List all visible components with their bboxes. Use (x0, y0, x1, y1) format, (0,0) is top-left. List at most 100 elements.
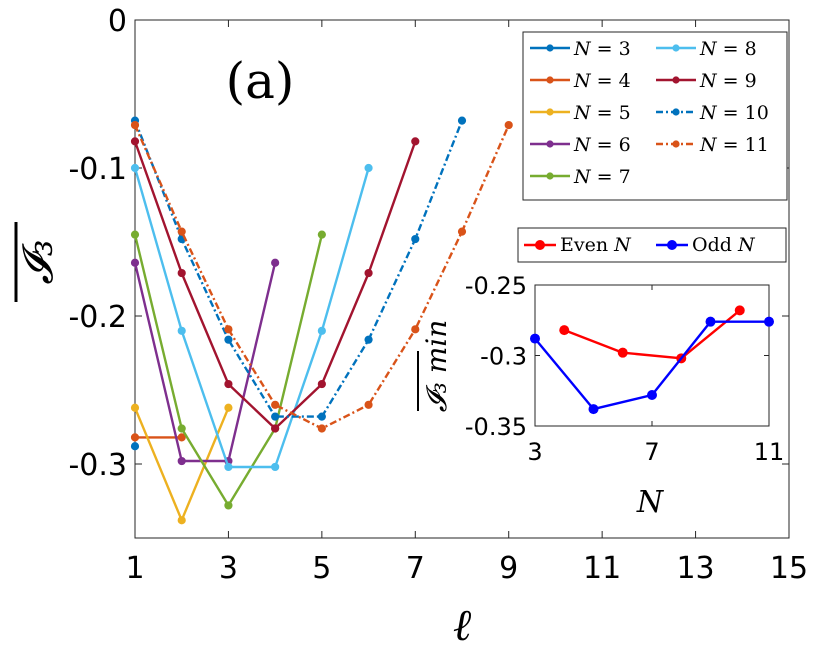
main-y-axis-label: 𝓘₃ (13, 222, 62, 302)
data-point (177, 227, 186, 236)
inset-data-point (559, 325, 570, 336)
data-point (130, 230, 140, 239)
inset-x-tick-label: 3 (527, 438, 542, 466)
legend-label: N = 3 (573, 38, 631, 60)
legend-label: N = 8 (699, 38, 757, 60)
data-point (177, 424, 186, 433)
inset-legend-box (517, 227, 787, 263)
x-tick-label: 3 (219, 551, 238, 586)
inset-legend-label: Odd N (692, 234, 756, 256)
data-point (130, 120, 140, 130)
inset-x-tick-label: 11 (754, 438, 785, 466)
inset-data-point (617, 347, 628, 358)
inset-data-point (705, 316, 716, 327)
x-tick-label: 7 (406, 551, 425, 586)
data-point (411, 137, 420, 146)
main-x-axis-label: ℓ (453, 600, 472, 651)
data-point (177, 456, 186, 466)
data-point (411, 234, 420, 244)
legend-marker (672, 108, 680, 116)
data-point (457, 227, 467, 236)
x-tick-label: 11 (583, 551, 621, 586)
data-point (317, 424, 326, 433)
data-point (317, 412, 326, 421)
inset-data-point (647, 389, 657, 400)
inset-legend-marker (535, 240, 545, 250)
data-point (364, 163, 373, 173)
legend: N = 3 N = 4 N = 5 N = 6 N = 7 N = 8 N = 9 N = 1… (522, 31, 788, 201)
inset-data-point (764, 316, 774, 327)
legend-marker (672, 140, 680, 148)
legend-marker (546, 44, 554, 52)
data-point (317, 379, 326, 389)
data-point (271, 258, 280, 267)
inset-legend-label: Even N (560, 234, 632, 256)
inset-legend: Even N Odd N (517, 227, 787, 263)
inset-data-point (530, 333, 540, 344)
data-point (130, 258, 140, 267)
data-point (130, 137, 140, 146)
data-point (224, 462, 233, 472)
data-point (317, 230, 326, 239)
panel-label: (a) (226, 52, 295, 110)
series-line (133, 262, 277, 463)
x-tick-label: 1 (125, 551, 144, 586)
data-point (177, 516, 186, 525)
inset-data-point (588, 404, 599, 415)
legend-box (522, 31, 788, 201)
legend-marker (546, 76, 554, 84)
data-point (364, 400, 373, 409)
legend-label: N = 9 (699, 70, 757, 92)
x-tick-label: 9 (499, 551, 518, 586)
data-point (364, 335, 373, 344)
data-point (224, 403, 233, 412)
x-tick-label: 13 (676, 551, 714, 586)
inset-tick-labels: 3 7 11 -0.25 -0.3 -0.35 (465, 272, 784, 466)
inset-y-tick-label: -0.3 (480, 343, 527, 371)
inset-series-line (563, 309, 741, 360)
legend-label: N = 5 (573, 102, 631, 124)
data-point (177, 433, 186, 442)
data-point (411, 325, 420, 334)
data-point (130, 163, 140, 173)
y-tick-label: 0 (108, 4, 127, 39)
inset-plot-area (530, 305, 774, 415)
y-tick-label: -0.1 (68, 152, 127, 187)
inset-ticks (534, 284, 770, 427)
data-point (271, 424, 280, 433)
inset-data-point (734, 305, 745, 316)
inset-x-axis-label: N (636, 485, 665, 520)
inset-y-axis-label: 𝓘₃ min (417, 320, 453, 412)
series-line (133, 120, 464, 418)
data-point (271, 412, 280, 421)
data-point (317, 326, 326, 335)
x-tick-label: 5 (312, 551, 331, 586)
inset-y-tick-label: -0.35 (465, 413, 527, 441)
legend-label: N = 4 (573, 70, 631, 92)
legend-label: N = 10 (699, 102, 769, 124)
data-point (271, 400, 280, 409)
y-tick-label: -0.2 (68, 300, 127, 335)
main-plot-area (130, 116, 513, 525)
data-point (177, 326, 186, 335)
series-line (133, 167, 370, 469)
legend-marker (672, 44, 680, 52)
main-y-axis-label-text: 𝓘₃ (13, 239, 62, 284)
legend-marker (546, 140, 554, 148)
legend-label: N = 6 (573, 134, 631, 156)
inset-y-tick-label: -0.25 (465, 272, 527, 300)
data-point (224, 325, 233, 334)
legend-marker (672, 76, 680, 84)
data-point (130, 403, 140, 412)
data-point (130, 442, 140, 451)
data-point (504, 120, 513, 130)
legend-marker (546, 172, 554, 180)
legend-label: N = 11 (699, 134, 769, 156)
y-tick-label: -0.3 (68, 448, 127, 483)
data-point (224, 501, 233, 510)
data-point (177, 268, 186, 278)
x-tick-label: 15 (770, 551, 808, 586)
data-point (271, 462, 280, 472)
data-point (224, 335, 233, 344)
